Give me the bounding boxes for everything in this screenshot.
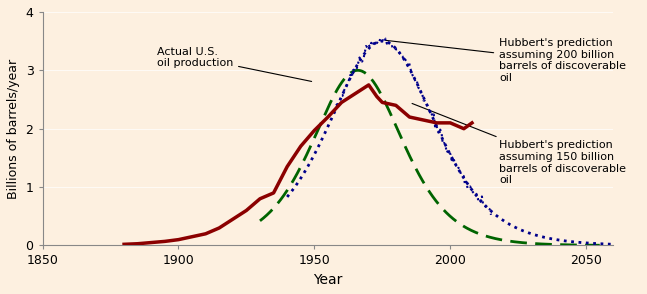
Text: Hubbert's prediction
assuming 150 billion
barrels of discoverable
oil: Hubbert's prediction assuming 150 billio… bbox=[412, 103, 626, 185]
Text: Actual U.S.
oil production: Actual U.S. oil production bbox=[157, 47, 312, 81]
Text: Hubbert's prediction
assuming 200 billion
barrels of discoverable
oil: Hubbert's prediction assuming 200 billio… bbox=[385, 38, 626, 83]
Y-axis label: Billions of barrels/year: Billions of barrels/year bbox=[7, 59, 20, 199]
X-axis label: Year: Year bbox=[313, 273, 343, 287]
